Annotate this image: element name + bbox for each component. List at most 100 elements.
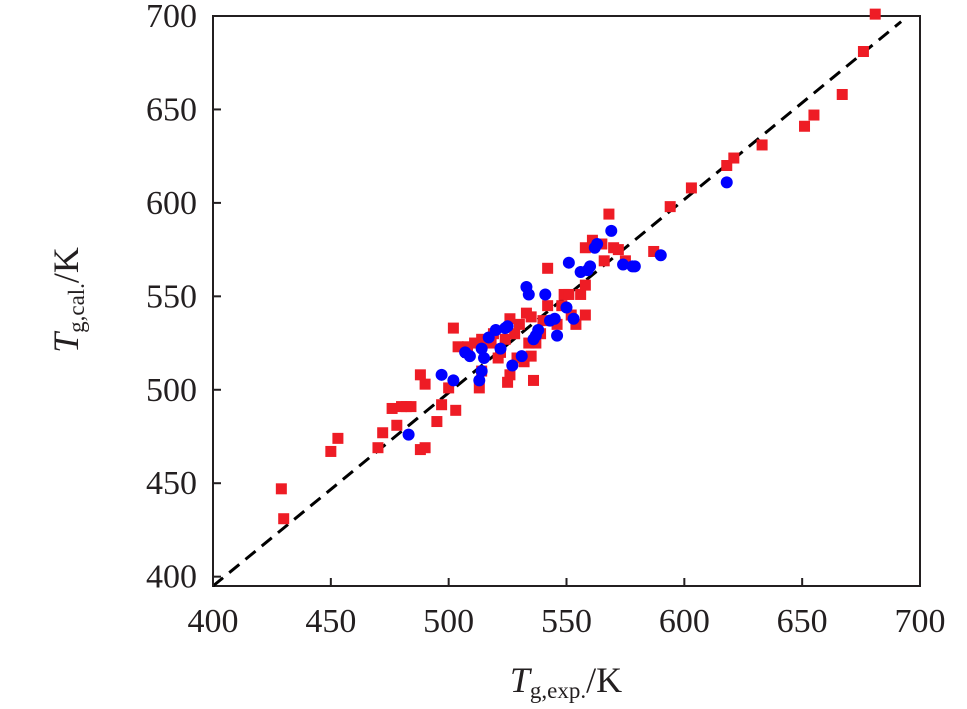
data-point-square — [685, 182, 697, 194]
data-point-square — [542, 300, 554, 312]
y-tick-label: 600 — [146, 185, 197, 222]
data-point-square — [377, 427, 389, 439]
data-point-square — [857, 46, 869, 58]
data-point-circle — [475, 342, 488, 355]
data-point-square — [721, 160, 733, 172]
data-point-circle — [494, 342, 507, 355]
data-point-square — [570, 318, 582, 330]
data-point-circle — [720, 176, 733, 189]
data-points — [275, 8, 881, 525]
y-tick-label: 650 — [146, 91, 197, 128]
data-point-square — [386, 402, 398, 414]
data-point-square — [405, 401, 417, 413]
data-point-circle — [463, 350, 476, 363]
data-point-circle — [501, 320, 514, 333]
data-point-circle — [562, 256, 575, 269]
data-point-circle — [628, 260, 641, 273]
data-point-circle — [506, 359, 519, 372]
data-point-square — [502, 376, 514, 388]
data-point-square — [528, 374, 540, 386]
data-point-square — [447, 322, 459, 334]
data-point-circle — [539, 288, 552, 301]
data-point-square — [513, 318, 525, 330]
x-tick-label: 600 — [659, 603, 710, 640]
data-point-circle — [482, 331, 495, 344]
y-axis-title-unit: /K — [46, 247, 86, 283]
data-point-square — [469, 337, 481, 349]
data-point-square — [836, 88, 848, 100]
data-point-square — [372, 442, 384, 454]
y-axis-title-subscript: g,cal. — [64, 283, 89, 333]
data-point-square — [808, 109, 820, 121]
data-point-square — [419, 442, 431, 454]
data-point-square — [518, 356, 530, 368]
data-point-circle — [567, 312, 580, 325]
data-point-square — [443, 382, 455, 394]
data-point-square — [525, 311, 537, 323]
data-point-square — [436, 399, 448, 411]
data-point-circle — [489, 323, 502, 336]
data-point-circle — [551, 329, 564, 342]
data-point-square — [325, 445, 337, 457]
data-point-square — [431, 416, 443, 428]
x-axis-title-unit: /K — [586, 660, 622, 700]
y-axis-title-main: T — [46, 330, 86, 353]
data-point-circle — [654, 249, 667, 262]
data-point-square — [499, 333, 511, 345]
data-point-square — [551, 318, 563, 330]
data-point-square — [603, 208, 615, 220]
data-point-square — [664, 201, 676, 213]
data-point-square — [799, 120, 811, 132]
data-point-square — [579, 279, 591, 291]
x-tick-label: 550 — [541, 603, 592, 640]
data-point-square — [476, 333, 488, 345]
data-point-square — [419, 378, 431, 390]
x-tick-label: 500 — [423, 603, 474, 640]
data-point-circle — [522, 288, 535, 301]
data-point-circle — [605, 224, 618, 237]
data-point-square — [579, 309, 591, 321]
data-point-square — [756, 139, 768, 151]
y-tick-label: 700 — [146, 0, 197, 35]
data-point-square — [391, 419, 403, 431]
data-point-square — [525, 350, 537, 362]
data-point-square — [523, 337, 535, 349]
data-point-square — [473, 382, 485, 394]
data-point-circle — [548, 312, 561, 325]
y-tick-label: 500 — [146, 372, 197, 409]
data-point-circle — [478, 352, 491, 364]
data-point-square — [450, 404, 462, 416]
x-tick-label: 450 — [305, 603, 356, 640]
data-point-square — [869, 8, 881, 20]
data-point-square — [542, 262, 554, 274]
y-tick-label: 550 — [146, 278, 197, 315]
data-point-square — [728, 152, 740, 164]
data-point-square — [537, 315, 549, 327]
x-axis-title: Tg,exp./K — [510, 660, 622, 703]
y-tick-label: 400 — [146, 559, 197, 596]
data-point-circle — [475, 365, 488, 378]
data-point-circle — [617, 258, 630, 271]
x-tick-label: 650 — [777, 603, 828, 640]
data-point-circle — [435, 368, 448, 381]
y-axis-ticks: 400 450 500 550 600 650 700 — [146, 0, 221, 596]
data-point-circle — [560, 301, 573, 314]
data-point-square — [612, 244, 624, 256]
data-point-circle — [473, 374, 486, 387]
x-axis-ticks: 400 450 500 550 600 650 700 — [188, 578, 946, 640]
data-point-square — [414, 369, 426, 381]
data-point-circle — [447, 374, 460, 387]
data-point-square — [462, 341, 474, 353]
y-tick-label: 450 — [146, 465, 197, 502]
data-point-square — [504, 369, 516, 381]
data-point-square — [275, 483, 287, 495]
data-point-square — [492, 352, 504, 364]
data-point-circle — [584, 260, 597, 273]
data-point-square — [332, 432, 344, 444]
data-point-square — [278, 513, 290, 525]
data-point-square — [485, 337, 497, 349]
data-point-circle — [402, 428, 415, 441]
data-point-square — [504, 313, 516, 325]
data-point-square — [586, 234, 598, 246]
